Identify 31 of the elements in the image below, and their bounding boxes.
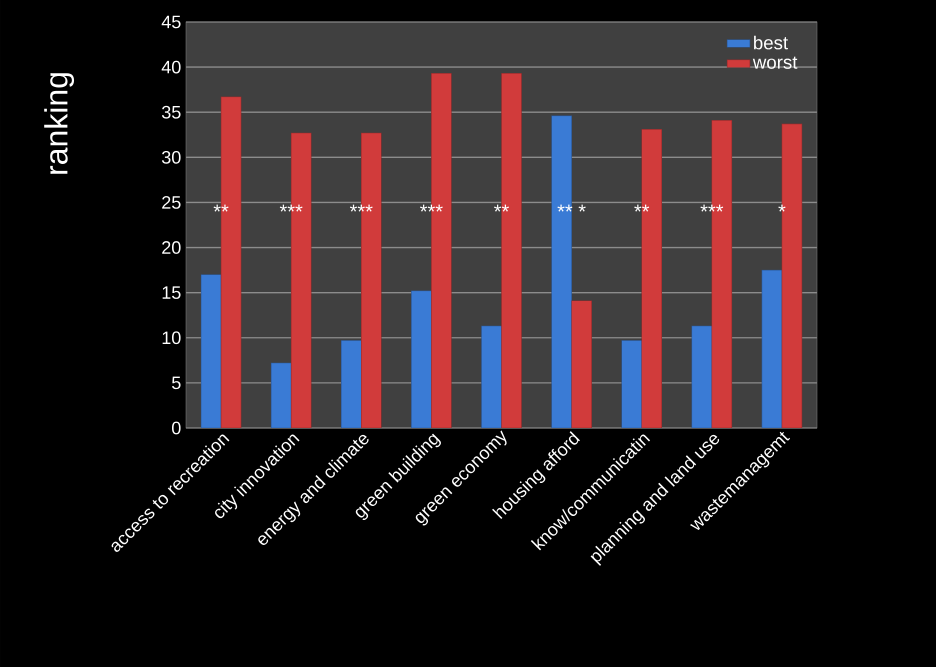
- bar: [621, 340, 642, 428]
- bar: [411, 290, 432, 428]
- annotation: **: [634, 204, 650, 212]
- bar: [270, 362, 292, 428]
- bar: [481, 326, 502, 428]
- y-tick-label: 35: [162, 106, 181, 119]
- y-tick-label: 25: [162, 196, 181, 209]
- bar: [762, 270, 782, 428]
- annotation: **: [214, 204, 229, 212]
- bar: [341, 340, 362, 428]
- legend-label: worst: [752, 56, 798, 69]
- y-tick-label: 10: [162, 331, 181, 344]
- y-axis-title: ranking: [44, 73, 74, 174]
- annotation: ***: [420, 204, 443, 212]
- annotation: ***: [350, 204, 373, 212]
- y-tick-label: 30: [162, 150, 181, 164]
- legend-label: best: [754, 36, 788, 50]
- bar: [692, 326, 712, 428]
- annotation: **: [494, 204, 509, 212]
- bar: [551, 116, 572, 428]
- y-tick-label: 15: [162, 286, 181, 299]
- y-tick-label: 20: [162, 241, 181, 254]
- bar: [571, 300, 592, 428]
- y-tick-label: 40: [162, 60, 181, 74]
- annotation: ***: [700, 204, 724, 212]
- y-tick-label: 45: [162, 16, 181, 28]
- annotation: *: [778, 204, 786, 212]
- annotation: ***: [280, 204, 303, 212]
- bar: [200, 274, 222, 428]
- y-tick-label: 0: [172, 422, 181, 434]
- y-tick-label: 5: [172, 376, 181, 390]
